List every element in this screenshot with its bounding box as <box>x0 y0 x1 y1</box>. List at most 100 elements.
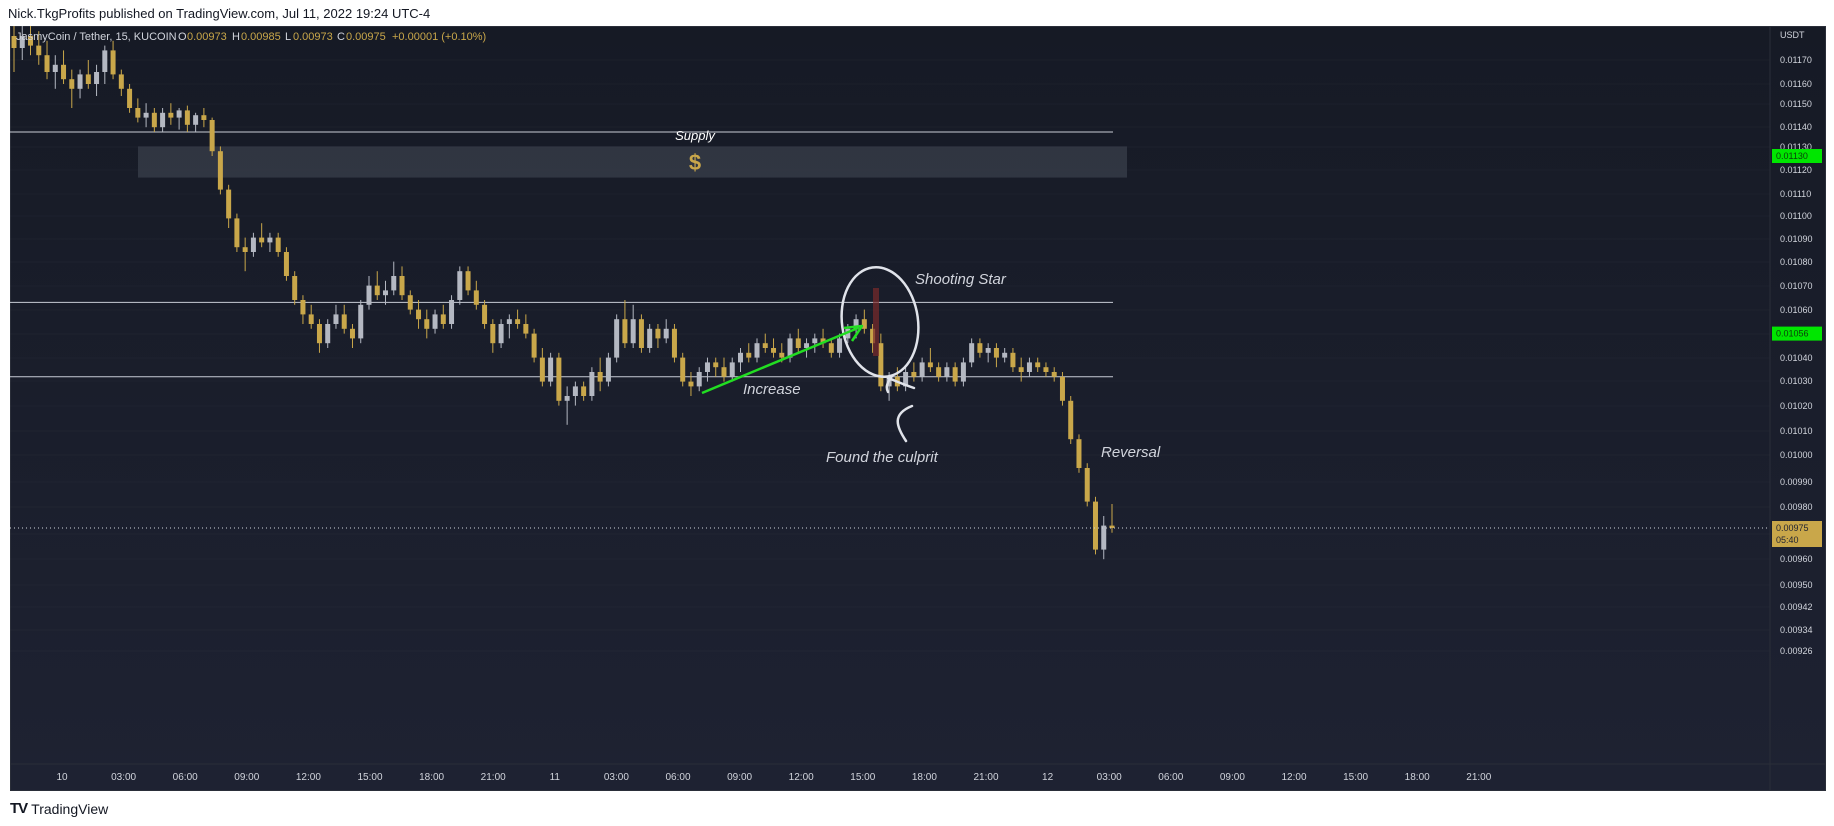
candle-body <box>638 319 644 348</box>
y-tick-label: 0.01160 <box>1780 79 1812 89</box>
candle-body <box>19 36 25 48</box>
footer-brand: TradingView <box>31 800 109 817</box>
candle-body <box>94 72 100 84</box>
legend-low-value: 0.00973 <box>293 31 333 43</box>
candle-body <box>556 357 562 401</box>
candle-body <box>52 64 58 72</box>
candle-body <box>737 352 743 363</box>
price-label-box <box>1772 326 1822 341</box>
candle-body <box>300 300 306 315</box>
x-tick-label: 09:00 <box>727 772 752 783</box>
candle-body <box>160 112 166 128</box>
footer: TV TradingView <box>10 800 108 817</box>
legend-symbol[interactable]: JasmyCoin / Tether, 15, KUCOIN <box>16 31 177 43</box>
x-tick-label: 21:00 <box>481 772 506 783</box>
candle-body <box>663 328 669 339</box>
candle-body <box>193 115 199 125</box>
current-price-text: 0.00975 <box>1776 523 1809 533</box>
candle-body <box>482 304 488 324</box>
circle-annotation <box>840 266 920 378</box>
candle-body <box>647 328 653 348</box>
candle-body <box>449 300 455 324</box>
candle-body <box>531 333 537 358</box>
candle-body <box>465 271 471 291</box>
candle-body <box>605 357 611 382</box>
x-tick-label: 15:00 <box>850 772 875 783</box>
x-tick-label: 21:00 <box>973 772 998 783</box>
candle-body <box>498 324 504 344</box>
candle-body <box>250 237 256 252</box>
countdown-text: 05:40 <box>1776 535 1799 545</box>
candle-body <box>11 36 17 48</box>
candle-body <box>61 64 67 80</box>
candle-body <box>960 362 966 382</box>
candle-body <box>597 372 603 382</box>
candle-body <box>713 362 719 368</box>
candle-body <box>135 108 141 118</box>
time-axis[interactable]: 10 03:00 06:00 09:00 12:00 15:00 18:00 21:00 11 0… <box>56 772 1491 783</box>
candle-body <box>1010 352 1016 368</box>
y-tick-label: 0.01130 <box>1780 142 1812 152</box>
y-tick-label: 0.01170 <box>1780 55 1812 65</box>
candle-body <box>1092 501 1098 550</box>
price-axis[interactable]: 0.01170 0.01160 0.01150 0.01140 0.01130 0.011… <box>1780 55 1813 656</box>
x-tick-label: 12 <box>1042 772 1054 783</box>
candle-body <box>36 45 42 56</box>
x-tick-label: 06:00 <box>1158 772 1183 783</box>
candle-body <box>581 386 587 396</box>
candle-body <box>539 357 545 382</box>
candle-body <box>234 218 240 248</box>
candle-body <box>993 348 999 358</box>
price-chart[interactable]: Supply $ JasmyCoin / Tether, 15, KUCOIN … <box>10 26 1826 791</box>
candle-body <box>407 295 413 310</box>
y-tick-label: 0.01010 <box>1780 426 1813 436</box>
candle-body <box>985 348 991 353</box>
x-tick-label: 12:00 <box>1281 772 1306 783</box>
candle-body <box>1101 525 1107 550</box>
candle-body <box>589 372 595 396</box>
y-tick-label: 0.00926 <box>1780 646 1813 656</box>
x-tick-label: 18:00 <box>912 772 937 783</box>
current-price-box <box>1772 521 1822 547</box>
candle-body <box>209 120 215 152</box>
price-label-text: 0.01056 <box>1776 329 1809 339</box>
candle-body <box>746 352 752 358</box>
horizontal-levels[interactable] <box>10 131 1113 378</box>
candle-body <box>275 237 281 252</box>
candle-body <box>680 357 686 382</box>
tradingview-logo-icon[interactable]: TV <box>10 800 28 817</box>
candle-body <box>151 112 157 128</box>
candle-body <box>110 50 116 75</box>
candle-body <box>358 304 364 339</box>
price-labels: 0.01130 0.01056 0.00975 05:40 <box>1772 149 1822 547</box>
candle-body <box>457 271 463 300</box>
legend-high-label: H <box>232 31 240 43</box>
y-tick-label: 0.00990 <box>1780 477 1813 487</box>
x-tick-label: 15:00 <box>1343 772 1368 783</box>
candle-body <box>1084 468 1090 502</box>
candle-body <box>366 285 372 305</box>
candle-body <box>184 110 190 125</box>
legend-low-label: L <box>285 31 291 43</box>
y-tick-label: 0.00960 <box>1780 554 1813 564</box>
candle-body <box>523 324 529 334</box>
candle-body <box>176 110 182 118</box>
candle-body <box>671 328 677 358</box>
candle-body <box>102 50 108 72</box>
candle-body <box>333 314 339 324</box>
candle-body <box>44 55 50 72</box>
supply-zone[interactable] <box>138 146 1127 178</box>
candle-body <box>936 367 942 377</box>
increase-arrow <box>701 326 859 395</box>
candle-body <box>325 324 331 344</box>
candle-body <box>440 314 446 324</box>
candle-body <box>721 367 727 377</box>
x-tick-label: 09:00 <box>234 772 259 783</box>
y-tick-label: 0.01030 <box>1780 376 1813 386</box>
candle-body <box>473 290 479 305</box>
candle-body <box>845 328 851 339</box>
candle-body <box>729 362 735 377</box>
candle-body <box>1018 367 1024 372</box>
candle-body <box>878 343 884 387</box>
candle-body <box>927 362 933 368</box>
